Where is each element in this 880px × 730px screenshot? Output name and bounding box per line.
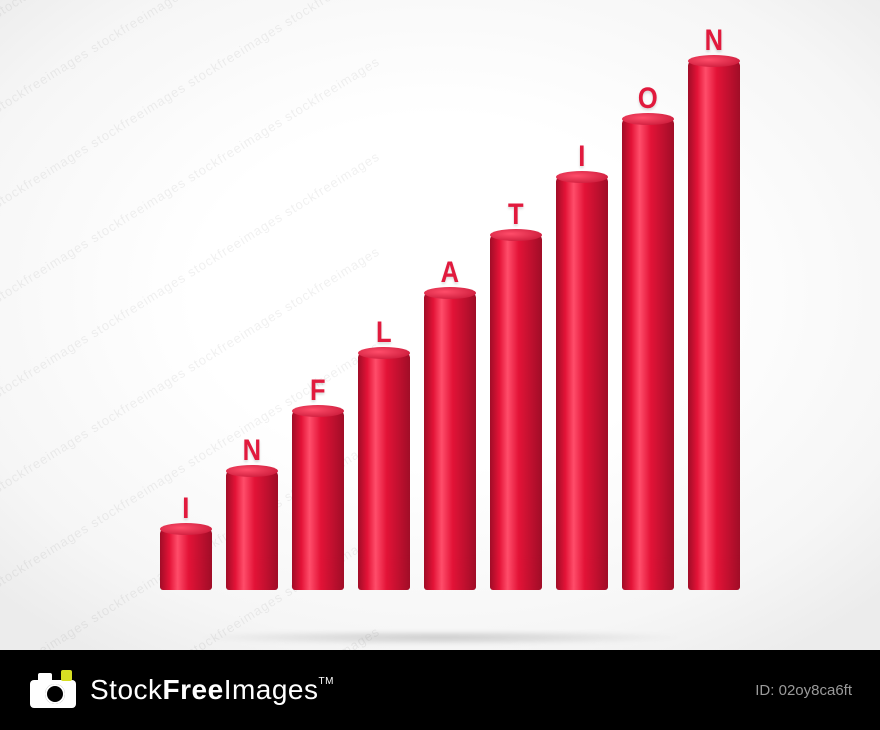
chart-bar: I	[160, 528, 212, 590]
bar-reflection	[226, 548, 278, 590]
bar-letter: A	[441, 256, 460, 290]
bar-letter: F	[310, 374, 326, 408]
bar-reflection	[490, 548, 542, 590]
bar-reflection	[622, 548, 674, 590]
brand-text: StockFreeImagesTM	[90, 674, 334, 706]
bar-reflection	[556, 548, 608, 590]
bar-letter: I	[578, 140, 586, 174]
footer-bar: StockFreeImagesTM ID: 02oy8ca6ft	[0, 650, 880, 730]
chart-bar: O	[622, 118, 674, 590]
bar-letter: N	[243, 434, 262, 468]
chart-bar: F	[292, 410, 344, 590]
chart-bar: T	[490, 234, 542, 590]
brand-pre: Stock	[90, 674, 163, 705]
chart-bar: N	[226, 470, 278, 590]
brand-post: Images	[224, 674, 319, 705]
bar-reflection	[292, 548, 344, 590]
chart-bar: L	[358, 352, 410, 590]
chart-bar: N	[688, 60, 740, 590]
bar-letter: L	[376, 316, 392, 350]
id-value: 02oy8ca6ft	[779, 682, 852, 699]
bar-letter: O	[638, 82, 658, 116]
bar-reflection	[358, 548, 410, 590]
trademark: TM	[319, 676, 334, 687]
image-id: ID: 02oy8ca6ft	[755, 682, 880, 699]
bar-letter: I	[182, 492, 190, 526]
bar-reflection	[424, 548, 476, 590]
chart-bar: I	[556, 176, 608, 590]
chart-bar: A	[424, 292, 476, 590]
chart-area: stockfreeimages stockfreeimages stockfre…	[0, 0, 880, 650]
bar-reflection	[688, 548, 740, 590]
bar-letter: T	[508, 198, 524, 232]
brand-logo: StockFreeImagesTM	[0, 670, 334, 710]
bar-collection: INFLATION	[0, 0, 880, 650]
bar-letter: N	[705, 24, 724, 58]
brand-bold: Free	[163, 674, 224, 705]
bar-reflection	[160, 548, 212, 590]
camera-icon	[28, 670, 78, 710]
id-label: ID:	[755, 682, 778, 699]
